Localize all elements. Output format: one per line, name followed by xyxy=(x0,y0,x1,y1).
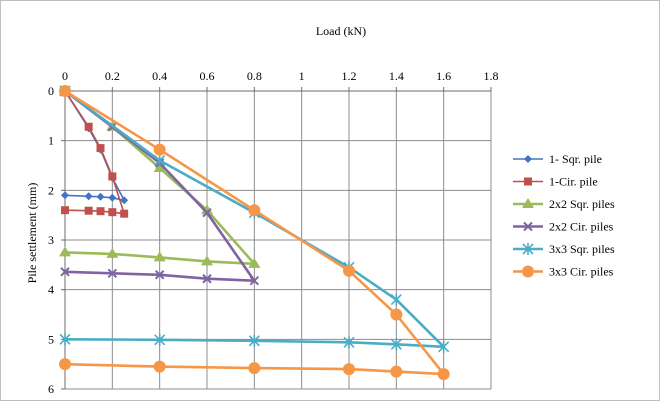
data-point xyxy=(524,177,532,186)
data-point xyxy=(523,221,533,232)
data-point xyxy=(108,193,117,202)
data-point xyxy=(153,360,166,373)
y-tick-label: 2 xyxy=(48,183,54,197)
legend-label: 1-Cir. pile xyxy=(549,175,598,189)
series-2 xyxy=(61,87,129,218)
data-point xyxy=(61,206,69,215)
x-tick-label: 1 xyxy=(299,69,305,83)
data-point xyxy=(59,246,71,257)
data-point xyxy=(59,333,71,346)
x-tick-label: 0.2 xyxy=(105,69,120,83)
legend-label: 3x3 Sqr. piles xyxy=(549,242,615,256)
legend-label: 3x3 Cir. piles xyxy=(549,265,614,279)
data-point xyxy=(96,207,105,216)
y-tick-label: 4 xyxy=(48,283,54,297)
legend-label: 2x2 Cir. piles xyxy=(549,220,614,234)
data-point xyxy=(343,336,355,349)
data-point xyxy=(61,191,69,200)
data-point xyxy=(343,264,355,277)
y-tick-label: 3 xyxy=(48,233,54,247)
data-point xyxy=(390,338,402,351)
legend-item: 2x2 Sqr. piles xyxy=(513,197,615,211)
series xyxy=(59,85,450,381)
y-tick-label: 1 xyxy=(48,134,54,148)
data-point xyxy=(107,268,118,278)
data-point xyxy=(390,293,402,306)
data-point xyxy=(390,308,403,321)
data-point xyxy=(390,365,403,378)
x-tick-label: 1.4 xyxy=(389,69,404,83)
data-point xyxy=(120,209,129,218)
axes: 0 0.2 0.4 0.6 0.8 1 1.2 1.4 1.6 1.8 0 1 2 3 4 5 6 xyxy=(48,69,499,396)
data-point xyxy=(201,204,213,215)
data-point xyxy=(248,257,261,268)
data-point xyxy=(522,198,534,208)
data-point xyxy=(96,144,105,153)
data-point xyxy=(343,363,355,376)
legend-item: 1- Sqr. pile xyxy=(513,152,602,166)
data-point xyxy=(84,206,93,215)
legend-label: 1- Sqr. pile xyxy=(549,152,602,166)
legend-item: 1-Cir. pile xyxy=(513,175,598,189)
data-point xyxy=(437,368,450,381)
data-point xyxy=(154,270,165,280)
data-point xyxy=(249,276,260,286)
series-6 xyxy=(59,85,450,381)
data-point xyxy=(522,243,534,255)
grid xyxy=(64,90,492,390)
data-point xyxy=(248,334,260,347)
data-point xyxy=(522,265,534,278)
data-point xyxy=(201,255,213,266)
x-tick-label: 1.6 xyxy=(436,69,451,83)
data-point xyxy=(154,154,166,167)
data-point xyxy=(202,274,212,284)
data-point xyxy=(153,251,166,262)
y-axis-title: Pile settlement (mm) xyxy=(25,183,39,284)
legend-label: 2x2 Sqr. piles xyxy=(549,197,615,211)
x-tick-label: 1.2 xyxy=(342,69,357,83)
data-point xyxy=(248,362,261,375)
data-point xyxy=(108,172,117,181)
data-point xyxy=(59,85,71,97)
data-point xyxy=(154,333,166,346)
data-point xyxy=(438,340,450,353)
legend-item: 2x2 Cir. piles xyxy=(513,220,614,234)
x-tick-label: 0.8 xyxy=(247,69,262,83)
data-point xyxy=(153,143,166,156)
data-point xyxy=(248,204,261,217)
legend-item: 3x3 Sqr. piles xyxy=(513,242,615,256)
x-tick-label: 0.4 xyxy=(152,69,167,83)
y-tick-label: 5 xyxy=(48,332,54,346)
y-tick-label: 6 xyxy=(48,382,54,396)
data-point xyxy=(153,161,166,172)
data-point xyxy=(106,247,119,258)
data-point xyxy=(524,155,532,163)
legend: 1- Sqr. pile 1-Cir. pile 2x2 Sqr. piles 2x2… xyxy=(513,152,615,279)
data-point xyxy=(108,208,117,217)
data-point xyxy=(202,207,212,218)
x-tick-label: 0.6 xyxy=(200,69,215,83)
data-point xyxy=(59,358,71,371)
data-point xyxy=(60,267,70,277)
series-1 xyxy=(61,87,129,205)
y-tick-label: 0 xyxy=(48,84,54,98)
data-point xyxy=(84,122,93,131)
legend-item: 3x3 Cir. piles xyxy=(513,265,614,279)
data-point xyxy=(96,192,105,201)
data-point xyxy=(84,192,93,201)
data-point xyxy=(120,196,129,205)
x-tick-label: 0 xyxy=(62,69,68,83)
x-tick-label: 1.8 xyxy=(484,69,499,83)
x-axis-title: Load (kN) xyxy=(316,24,366,38)
